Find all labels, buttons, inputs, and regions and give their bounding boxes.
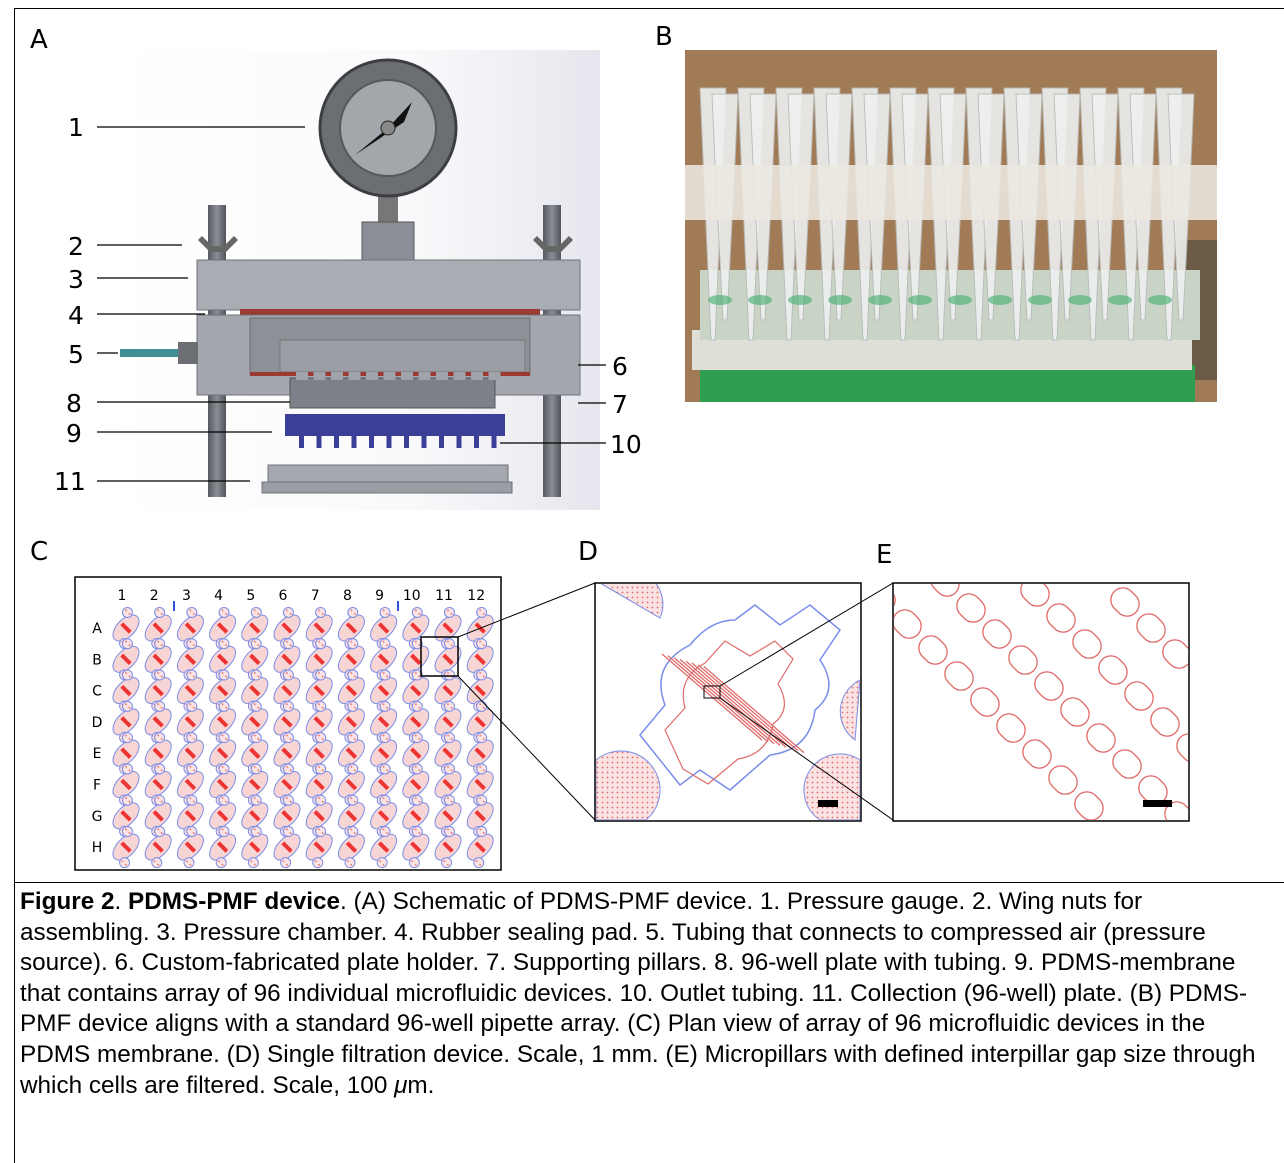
callout-number: 1 [68, 113, 84, 142]
panel-a-schematic [115, 50, 600, 510]
callout-number: 3 [68, 265, 84, 294]
panel-label: E [876, 540, 892, 570]
panel-label: C [30, 537, 48, 567]
caption-text: PDMS-PMF device [128, 888, 341, 915]
row-label: G [92, 809, 103, 825]
callout-number: 4 [68, 301, 84, 330]
column-label: 6 [279, 588, 288, 604]
panel-c-plate [74, 576, 596, 871]
panel-label: D [578, 537, 598, 567]
callout-number: 10 [610, 430, 642, 459]
callout-number: 9 [66, 419, 82, 448]
column-label: 10 [403, 588, 421, 604]
callout-number: 6 [612, 352, 628, 381]
figure-caption: Figure 2. PDMS-PMF device. (A) Schematic… [14, 882, 1284, 1163]
caption-text: . [114, 888, 129, 915]
caption-text: μ [394, 1071, 408, 1099]
panel-label: A [30, 25, 48, 55]
row-label: D [92, 715, 103, 731]
panel-e-pillars [892, 582, 1190, 822]
callout-number: 7 [612, 390, 628, 419]
caption-text: . (A) Schematic of PDMS-PMF device. 1. P… [20, 888, 1256, 1099]
row-label: C [92, 684, 102, 700]
column-label: 5 [246, 588, 255, 604]
row-label: H [92, 840, 103, 856]
panel-label: B [655, 22, 673, 52]
column-label: 7 [311, 588, 320, 604]
column-label: 11 [435, 588, 453, 604]
caption-text: Figure 2 [20, 888, 115, 915]
column-label: 3 [182, 588, 191, 604]
panel-b-photo [685, 50, 1217, 402]
callout-number: 5 [68, 340, 84, 369]
callout-number: 11 [54, 467, 86, 496]
panel-d-device [594, 582, 894, 822]
column-label: 8 [343, 588, 352, 604]
figure-frame [14, 8, 1284, 1163]
callout-number: 8 [66, 389, 82, 418]
row-label: F [93, 778, 101, 794]
caption-text: m. [407, 1071, 435, 1099]
column-label: 12 [467, 588, 485, 604]
column-label: 9 [375, 588, 384, 604]
row-label: E [93, 746, 102, 762]
row-label: A [92, 621, 102, 637]
row-label: B [92, 652, 102, 668]
column-label: 2 [150, 588, 159, 604]
callout-number: 2 [68, 232, 84, 261]
column-label: 1 [118, 588, 127, 604]
column-label: 4 [214, 588, 223, 604]
